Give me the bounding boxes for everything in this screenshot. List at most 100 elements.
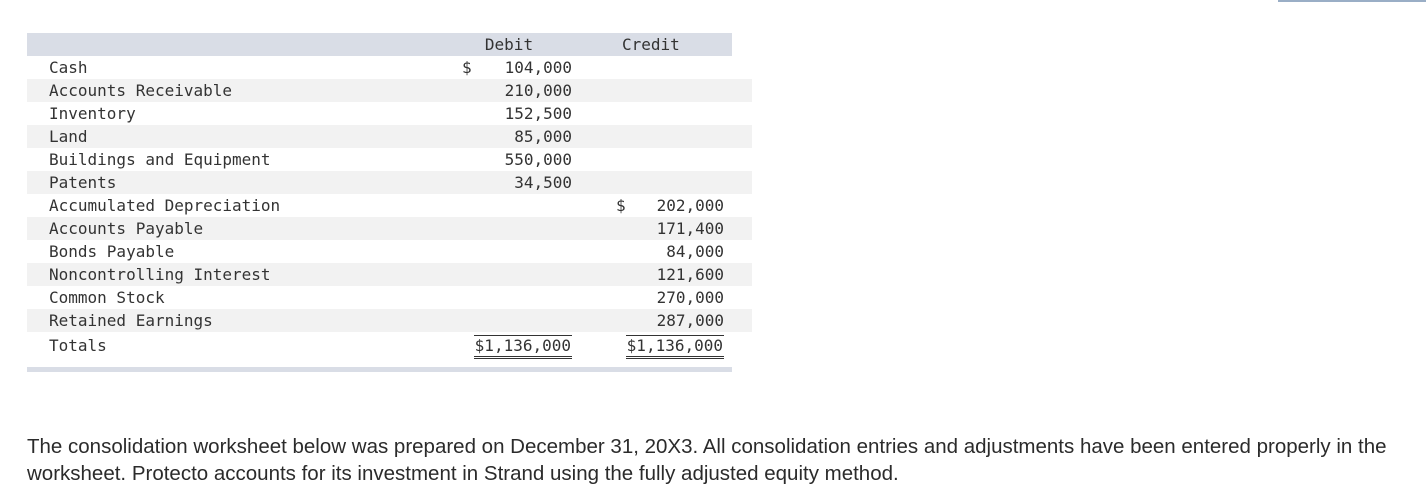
worksheet-description: The consolidation worksheet below was pr…: [27, 434, 1387, 485]
trial-balance-body: Cash $104,000 Accounts Receivable 210,000 In…: [27, 56, 752, 360]
debit-amount: [482, 240, 572, 263]
table-row: Common Stock 270,000: [27, 286, 752, 309]
table-row: Retained Earnings 287,000: [27, 309, 752, 332]
table-row: Patents 34,500: [27, 171, 752, 194]
credit-amount: 202,000: [656, 196, 724, 215]
row-tail: [724, 240, 752, 263]
account-name: Cash: [49, 58, 88, 77]
credit-column-header: Credit: [622, 35, 680, 54]
credit-amount: [640, 56, 724, 79]
column-gap: [572, 217, 616, 240]
column-gap: [572, 56, 616, 79]
column-gap: [572, 148, 616, 171]
credit-currency-symbol: [616, 286, 640, 309]
credit-amount: 84,000: [666, 242, 724, 261]
credit-amount: 171,400: [640, 217, 724, 240]
account-name: Accounts Receivable: [27, 79, 432, 102]
account-name: Bonds Payable: [49, 242, 175, 261]
debit-currency-symbol: [432, 79, 482, 102]
account-name: Inventory: [49, 104, 136, 123]
top-divider: [1278, 0, 1426, 2]
table-row: Land 85,000: [27, 125, 752, 148]
debit-total: $1,136,000: [473, 335, 572, 359]
column-gap: [572, 102, 616, 125]
row-tail: [724, 217, 752, 240]
column-gap: [572, 286, 616, 309]
row-tail: [724, 286, 752, 309]
row-tail: [724, 309, 752, 332]
debit-currency-symbol: [432, 148, 482, 171]
column-gap: [572, 194, 616, 217]
debit-currency-symbol: [432, 286, 482, 309]
column-gap: [572, 171, 616, 194]
credit-currency-symbol: [616, 56, 640, 79]
credit-total: $1,136,000: [625, 335, 724, 359]
column-gap: [572, 125, 616, 148]
trial-balance-table: Debit Credit Cash $104,000 Accounts Receiv…: [27, 33, 752, 372]
table-footer-bar: [27, 367, 732, 372]
row-tail: [724, 194, 752, 217]
credit-amount: [640, 148, 724, 171]
credit-amount: [640, 102, 724, 125]
credit-amount: [640, 79, 724, 102]
table-row: Buildings and Equipment 550,000: [27, 148, 752, 171]
debit-amount: [482, 263, 572, 286]
row-tail: [724, 263, 752, 286]
debit-amount: 550,000: [504, 150, 572, 169]
table-row: Accounts Receivable 210,000: [27, 79, 752, 102]
table-row: Bonds Payable 84,000: [27, 240, 752, 263]
row-tail: [724, 148, 752, 171]
debit-currency-symbol: [432, 263, 482, 286]
totals-label: Totals: [27, 332, 432, 360]
credit-currency-symbol: [616, 102, 640, 125]
row-tail: [724, 171, 752, 194]
credit-amount: [640, 171, 724, 194]
debit-currency-symbol: [432, 240, 482, 263]
debit-currency-symbol: [432, 309, 482, 332]
table-row: Accumulated Depreciation $202,000: [27, 194, 752, 217]
credit-currency-symbol: [616, 148, 640, 171]
debit-column-header: Debit: [484, 35, 534, 54]
account-name: Buildings and Equipment: [49, 150, 271, 169]
debit-amount: 104,000: [504, 58, 572, 77]
debit-currency-symbol: [432, 194, 482, 217]
debit-currency-symbol: [432, 102, 482, 125]
table-row: Cash $104,000: [27, 56, 752, 79]
debit-amount: 152,500: [504, 104, 572, 123]
debit-currency-symbol: [432, 171, 482, 194]
table-row: Inventory 152,500: [27, 102, 752, 125]
credit-amount: 121,600: [640, 263, 724, 286]
row-tail: [724, 79, 752, 102]
debit-currency-symbol: [432, 217, 482, 240]
credit-currency-symbol: [616, 171, 640, 194]
account-name: Patents: [27, 171, 432, 194]
credit-currency-symbol: [616, 217, 640, 240]
debit-currency-symbol: $: [462, 58, 472, 77]
row-tail: [724, 125, 752, 148]
column-gap: [572, 309, 616, 332]
debit-amount: 85,000: [482, 125, 572, 148]
debit-amount: [482, 217, 572, 240]
debit-amount: [482, 309, 572, 332]
column-gap: [572, 263, 616, 286]
table-row: Noncontrolling Interest 121,600: [27, 263, 752, 286]
account-name: Common Stock: [49, 288, 165, 307]
account-name: Accumulated Depreciation: [49, 196, 281, 215]
credit-currency-symbol: [616, 125, 640, 148]
row-tail: [724, 56, 752, 79]
credit-currency-symbol: $: [616, 196, 626, 215]
account-name: Accounts Payable: [27, 217, 432, 240]
debit-currency-symbol: [432, 125, 482, 148]
credit-currency-symbol: [616, 309, 640, 332]
credit-currency-symbol: [616, 240, 640, 263]
column-gap: [572, 240, 616, 263]
credit-amount: [640, 125, 724, 148]
debit-amount: 34,500: [482, 171, 572, 194]
table-header: Debit Credit: [27, 33, 732, 56]
totals-row: Totals $1,136,000 $1,136,000: [27, 332, 752, 360]
column-gap: [572, 79, 616, 102]
credit-amount: 287,000: [640, 309, 724, 332]
table-row: Accounts Payable 171,400: [27, 217, 752, 240]
debit-amount: [482, 286, 572, 309]
credit-amount: 270,000: [656, 288, 724, 307]
